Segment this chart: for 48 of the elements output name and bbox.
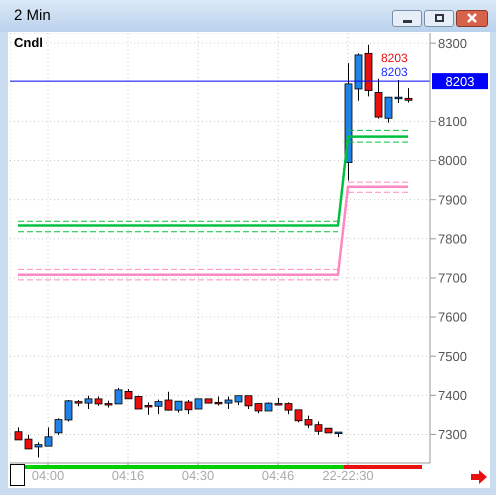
candlestick: [314, 421, 322, 436]
x-tick-label: 04:46: [262, 468, 294, 484]
candlestick: [64, 400, 72, 422]
candlestick: [404, 88, 412, 104]
candlestick: [384, 96, 392, 124]
annotation: Cndl: [14, 35, 43, 50]
x-tick-label: 04:00: [32, 468, 64, 484]
annotation: 8203: [381, 51, 408, 65]
y-tick-label: 8100: [438, 114, 467, 130]
candlestick: [164, 391, 172, 412]
candlestick: [84, 395, 92, 410]
candlestick: [254, 403, 262, 414]
candlestick: [124, 388, 132, 400]
candlestick: [234, 395, 242, 406]
y-tick-label: 7600: [438, 310, 467, 325]
candlestick: [174, 400, 182, 414]
x-tick-label: 22-22:30: [322, 468, 374, 484]
y-tick-label: 7900: [438, 192, 467, 208]
chart-title: 2 Min: [14, 7, 51, 24]
candlestick: [154, 399, 162, 415]
y-tick-label: 7800: [438, 231, 467, 246]
y-tick-label: 7400: [438, 388, 467, 403]
candlestick: [134, 395, 142, 410]
candlestick: [294, 409, 302, 423]
candlestick: [44, 426, 52, 447]
candlestick: [284, 402, 292, 415]
candlestick: [24, 434, 32, 450]
candlestick: [54, 418, 62, 436]
annotation: 8203: [381, 65, 408, 79]
candlestick: [184, 400, 192, 415]
y-tick-label: 8300: [438, 36, 467, 51]
x-tick-label: 04:30: [182, 468, 214, 484]
y-tick-label: 7700: [438, 270, 467, 286]
ref-line-label: 8203: [446, 74, 474, 90]
candlestick: [14, 426, 22, 440]
candlestick: [394, 79, 402, 104]
y-tick-label: 8000: [438, 153, 467, 168]
y-tick-label: 7300: [438, 427, 467, 442]
candlestick: [304, 415, 312, 429]
candlestick: [94, 396, 102, 406]
candlestick: [144, 402, 152, 416]
candlestick: [194, 398, 202, 410]
y-tick-label: 7500: [438, 348, 467, 364]
candlestick: [224, 396, 232, 410]
candlestick: [244, 395, 252, 410]
candlestick: [114, 387, 122, 404]
x-tick-label: 04:16: [112, 468, 144, 484]
candlestick: [34, 442, 42, 458]
